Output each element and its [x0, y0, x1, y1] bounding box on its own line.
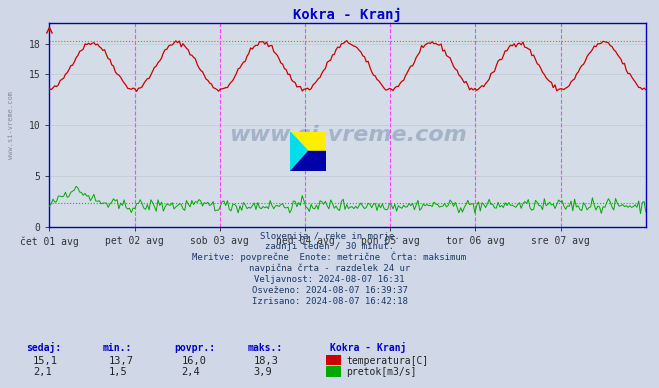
Text: 2,4: 2,4 [181, 367, 200, 377]
Text: Izrisano: 2024-08-07 16:42:18: Izrisano: 2024-08-07 16:42:18 [252, 297, 407, 306]
Polygon shape [290, 132, 326, 171]
Text: www.si-vreme.com: www.si-vreme.com [229, 125, 467, 146]
Text: 16,0: 16,0 [181, 355, 206, 365]
Text: 2,1: 2,1 [33, 367, 51, 377]
Text: Meritve: povprečne  Enote: metrične  Črta: maksimum: Meritve: povprečne Enote: metrične Črta:… [192, 252, 467, 262]
Text: Osveženo: 2024-08-07 16:39:37: Osveženo: 2024-08-07 16:39:37 [252, 286, 407, 295]
Polygon shape [290, 132, 308, 171]
Text: www.si-vreme.com: www.si-vreme.com [8, 91, 14, 159]
Text: Slovenija / reke in morje.: Slovenija / reke in morje. [260, 232, 399, 241]
Text: sedaj:: sedaj: [26, 342, 61, 353]
Text: temperatura[C]: temperatura[C] [346, 355, 428, 365]
Text: pretok[m3/s]: pretok[m3/s] [346, 367, 416, 377]
Text: maks.:: maks.: [247, 343, 282, 353]
Text: zadnji teden / 30 minut.: zadnji teden / 30 minut. [265, 242, 394, 251]
Polygon shape [290, 151, 326, 171]
Text: povpr.:: povpr.: [175, 343, 215, 353]
Title: Kokra - Kranj: Kokra - Kranj [293, 8, 402, 22]
Text: 13,7: 13,7 [109, 355, 134, 365]
Text: 3,9: 3,9 [254, 367, 272, 377]
Text: Kokra - Kranj: Kokra - Kranj [330, 342, 406, 353]
Text: 1,5: 1,5 [109, 367, 127, 377]
Text: min.:: min.: [102, 343, 132, 353]
Text: navpična črta - razdelek 24 ur: navpična črta - razdelek 24 ur [249, 264, 410, 273]
Text: 15,1: 15,1 [33, 355, 58, 365]
Text: 18,3: 18,3 [254, 355, 279, 365]
Text: Veljavnost: 2024-08-07 16:31: Veljavnost: 2024-08-07 16:31 [254, 275, 405, 284]
